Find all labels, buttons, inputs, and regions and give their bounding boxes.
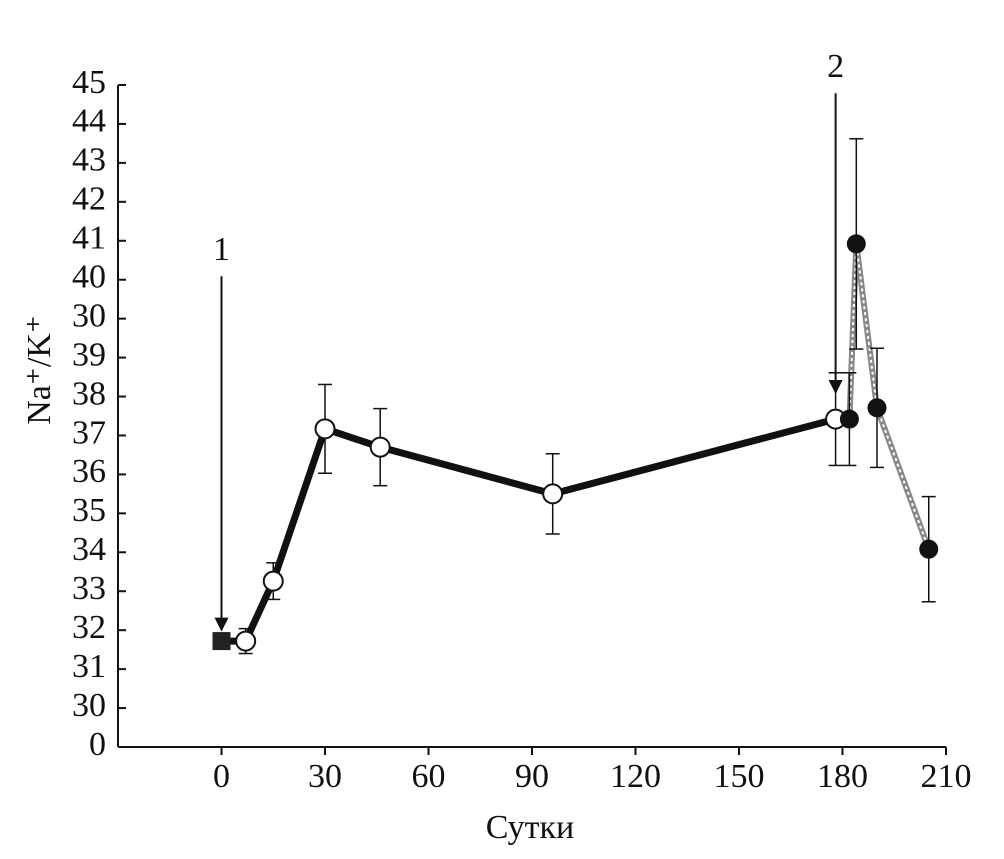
marker [542,483,564,505]
y-tick-label: 33 [72,570,106,607]
x-tick-label: 0 [213,758,230,795]
x-tick-label: 60 [412,758,446,795]
y-tick-label: 44 [72,103,106,140]
x-axis-label: Сутки [486,809,574,846]
y-tick-label: 40 [72,259,106,296]
x-tick-label: 210 [921,758,972,795]
series-line [221,415,837,645]
y-tick-label: 34 [72,531,106,568]
y-tick-label: 0 [89,726,106,763]
y-tick-label: 30 [72,687,106,724]
y-tick-label: 35 [72,492,106,529]
marker [212,632,231,651]
y-tick-label: 41 [72,220,106,257]
annotation: 1 [213,231,230,268]
x-tick-label: 150 [714,758,765,795]
y-tick-label: 39 [72,336,106,373]
marker [314,418,336,440]
x-tick-label: 180 [817,758,868,795]
y-tick-label: 31 [72,648,106,685]
y-tick-label: 42 [72,181,106,218]
y-tick-label: 45 [72,64,106,101]
x-tick-label: 90 [515,758,549,795]
marker [919,539,939,559]
y-tick-label: 38 [72,375,106,412]
series-line-dots [835,243,930,550]
marker [846,234,866,254]
y-tick-label: 36 [72,453,106,490]
y-axis-label: Na⁺/K⁺ [21,315,58,425]
x-tick-label: 30 [308,758,342,795]
y-tick-label: 32 [72,609,106,646]
y-tick-label: 30 [72,297,106,334]
annotation: 2 [827,48,844,85]
y-tick-label: 37 [72,414,106,451]
marker [839,409,859,429]
marker [262,570,284,592]
marker [867,398,887,418]
marker [235,630,257,652]
marker [369,436,391,458]
x-tick-label: 120 [610,758,661,795]
y-tick-label: 43 [72,142,106,179]
